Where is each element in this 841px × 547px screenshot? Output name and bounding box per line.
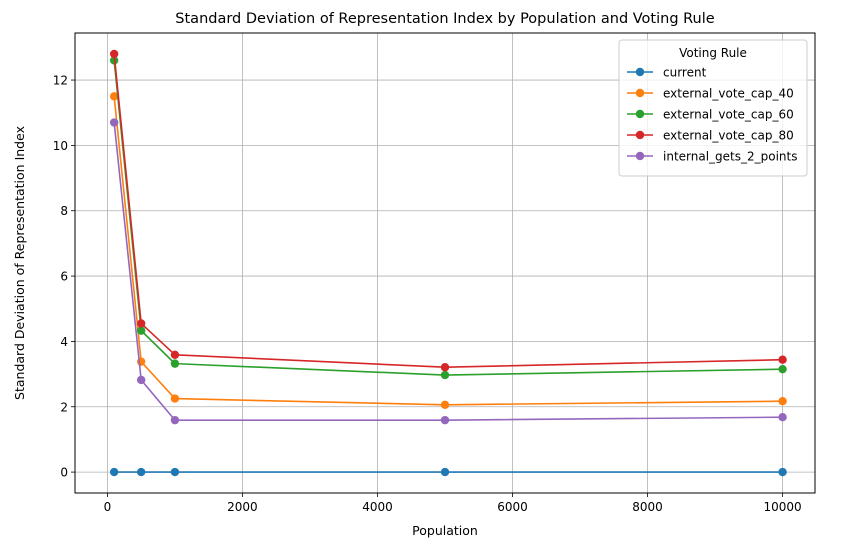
data-point-current xyxy=(109,467,119,477)
legend-label: external_vote_cap_80 xyxy=(663,129,794,143)
plot-area-frame xyxy=(74,32,816,494)
x-tick-label: 6000 xyxy=(497,500,528,514)
y-tick-label: 4 xyxy=(60,335,68,349)
data-point-external_vote_cap_80 xyxy=(136,319,146,328)
y-tick-label: 12 xyxy=(53,74,68,88)
data-point-external_vote_cap_40 xyxy=(109,92,119,101)
legend-swatch-marker xyxy=(635,109,645,119)
data-point-current xyxy=(170,467,180,477)
legend-swatch-marker xyxy=(635,67,645,77)
data-point-current xyxy=(440,467,450,477)
y-tick-label: 2 xyxy=(60,400,68,414)
data-point-external_vote_cap_80 xyxy=(778,355,787,364)
data-point-current xyxy=(778,467,787,477)
legend-title: Voting Rule xyxy=(679,46,747,60)
data-point-current xyxy=(136,467,146,477)
data-point-internal_gets_2_points xyxy=(170,415,180,425)
data-point-external_vote_cap_40 xyxy=(440,400,450,409)
x-tick-label: 0 xyxy=(104,500,112,514)
data-point-external_vote_cap_80 xyxy=(109,49,119,59)
grid-lines xyxy=(75,33,815,493)
data-point-external_vote_cap_80 xyxy=(170,350,180,360)
legend-box xyxy=(618,39,808,177)
legend-swatch-marker xyxy=(635,151,645,161)
legend-label: external_vote_cap_40 xyxy=(663,87,794,101)
legend-label: external_vote_cap_60 xyxy=(663,108,794,122)
data-point-internal_gets_2_points xyxy=(440,415,450,425)
legend-label: current xyxy=(663,66,707,80)
data-point-external_vote_cap_40 xyxy=(778,396,787,406)
legend: Voting Rule current external_vote_cap_40e… xyxy=(618,39,808,177)
data-point-internal_gets_2_points xyxy=(778,413,787,422)
series-layer xyxy=(109,49,787,477)
legend-swatch-marker xyxy=(635,130,645,140)
data-point-internal_gets_2_points xyxy=(136,375,146,385)
legend-swatch-marker xyxy=(635,88,645,98)
data-point-external_vote_cap_60 xyxy=(136,326,146,335)
x-axis-label: Population xyxy=(412,523,478,538)
axis-ticks: 0 2000 4000 6000 8000 10000 0 2 4 6 8 10 12 xyxy=(53,74,802,514)
chart-title: Standard Deviation of Representation Ind… xyxy=(175,11,714,27)
data-point-external_vote_cap_60 xyxy=(170,359,180,368)
x-tick-label: 2000 xyxy=(227,500,258,514)
y-axis-label: Standard Deviation of Representation Ind… xyxy=(12,126,27,400)
x-tick-label: 4000 xyxy=(362,500,393,514)
y-tick-label: 6 xyxy=(60,270,68,284)
data-point-internal_gets_2_points xyxy=(109,118,119,127)
y-tick-label: 0 xyxy=(60,466,68,480)
data-point-external_vote_cap_60 xyxy=(778,364,787,374)
data-point-external_vote_cap_80 xyxy=(440,363,450,372)
data-point-external_vote_cap_60 xyxy=(440,370,450,380)
x-tick-label: 10000 xyxy=(763,500,801,514)
legend-label: internal_gets_2_points xyxy=(663,150,798,164)
x-tick-label: 8000 xyxy=(632,500,663,514)
data-point-external_vote_cap_40 xyxy=(170,394,180,403)
y-tick-label: 8 xyxy=(60,204,68,218)
y-tick-label: 10 xyxy=(53,139,68,153)
